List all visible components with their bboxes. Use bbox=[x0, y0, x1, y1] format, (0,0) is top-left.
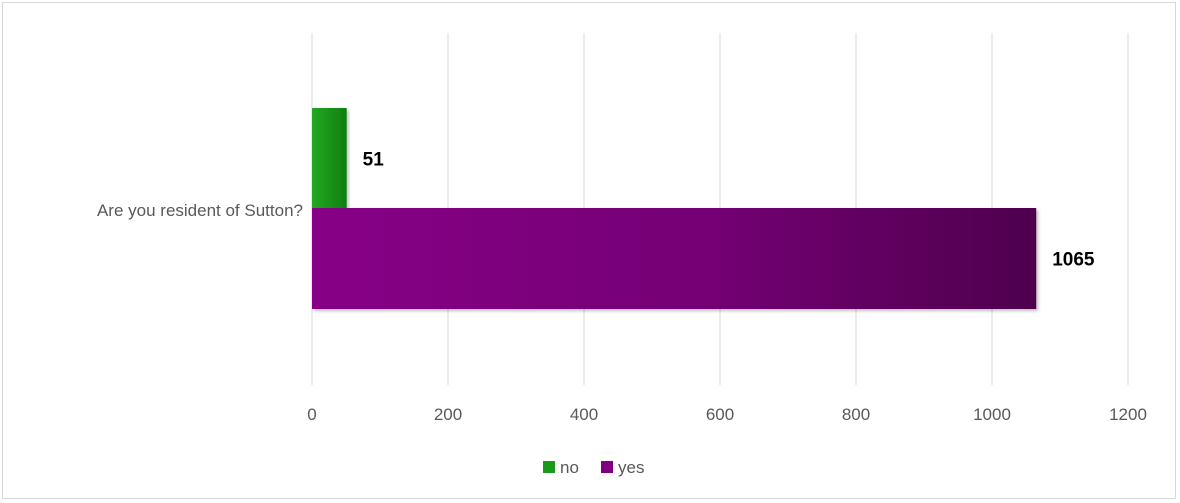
data-label-yes: 1065 bbox=[1052, 250, 1095, 271]
legend-swatch-yes bbox=[601, 461, 613, 473]
bar-yes bbox=[312, 208, 1037, 309]
x-tick-label: 0 bbox=[307, 405, 316, 424]
legend-swatch-no bbox=[543, 461, 555, 473]
category-label: Are you resident of Sutton? bbox=[97, 201, 303, 220]
data-labels: 51 1065 bbox=[363, 150, 1095, 271]
x-tick-label: 600 bbox=[706, 405, 734, 424]
x-tick-label: 800 bbox=[842, 405, 870, 424]
x-tick-label: 1000 bbox=[973, 405, 1011, 424]
data-label-no: 51 bbox=[363, 150, 385, 171]
legend-label-yes: yes bbox=[618, 458, 644, 477]
x-axis: 0 200 400 600 800 1000 1200 bbox=[307, 405, 1147, 424]
x-tick-label: 400 bbox=[570, 405, 598, 424]
legend-label-no: no bbox=[560, 458, 579, 477]
legend: no yes bbox=[543, 458, 644, 477]
x-tick-label: 200 bbox=[434, 405, 462, 424]
category-axis: Are you resident of Sutton? bbox=[97, 201, 303, 220]
bar-no bbox=[312, 108, 347, 209]
bars bbox=[312, 108, 1037, 309]
x-tick-label: 1200 bbox=[1109, 405, 1147, 424]
